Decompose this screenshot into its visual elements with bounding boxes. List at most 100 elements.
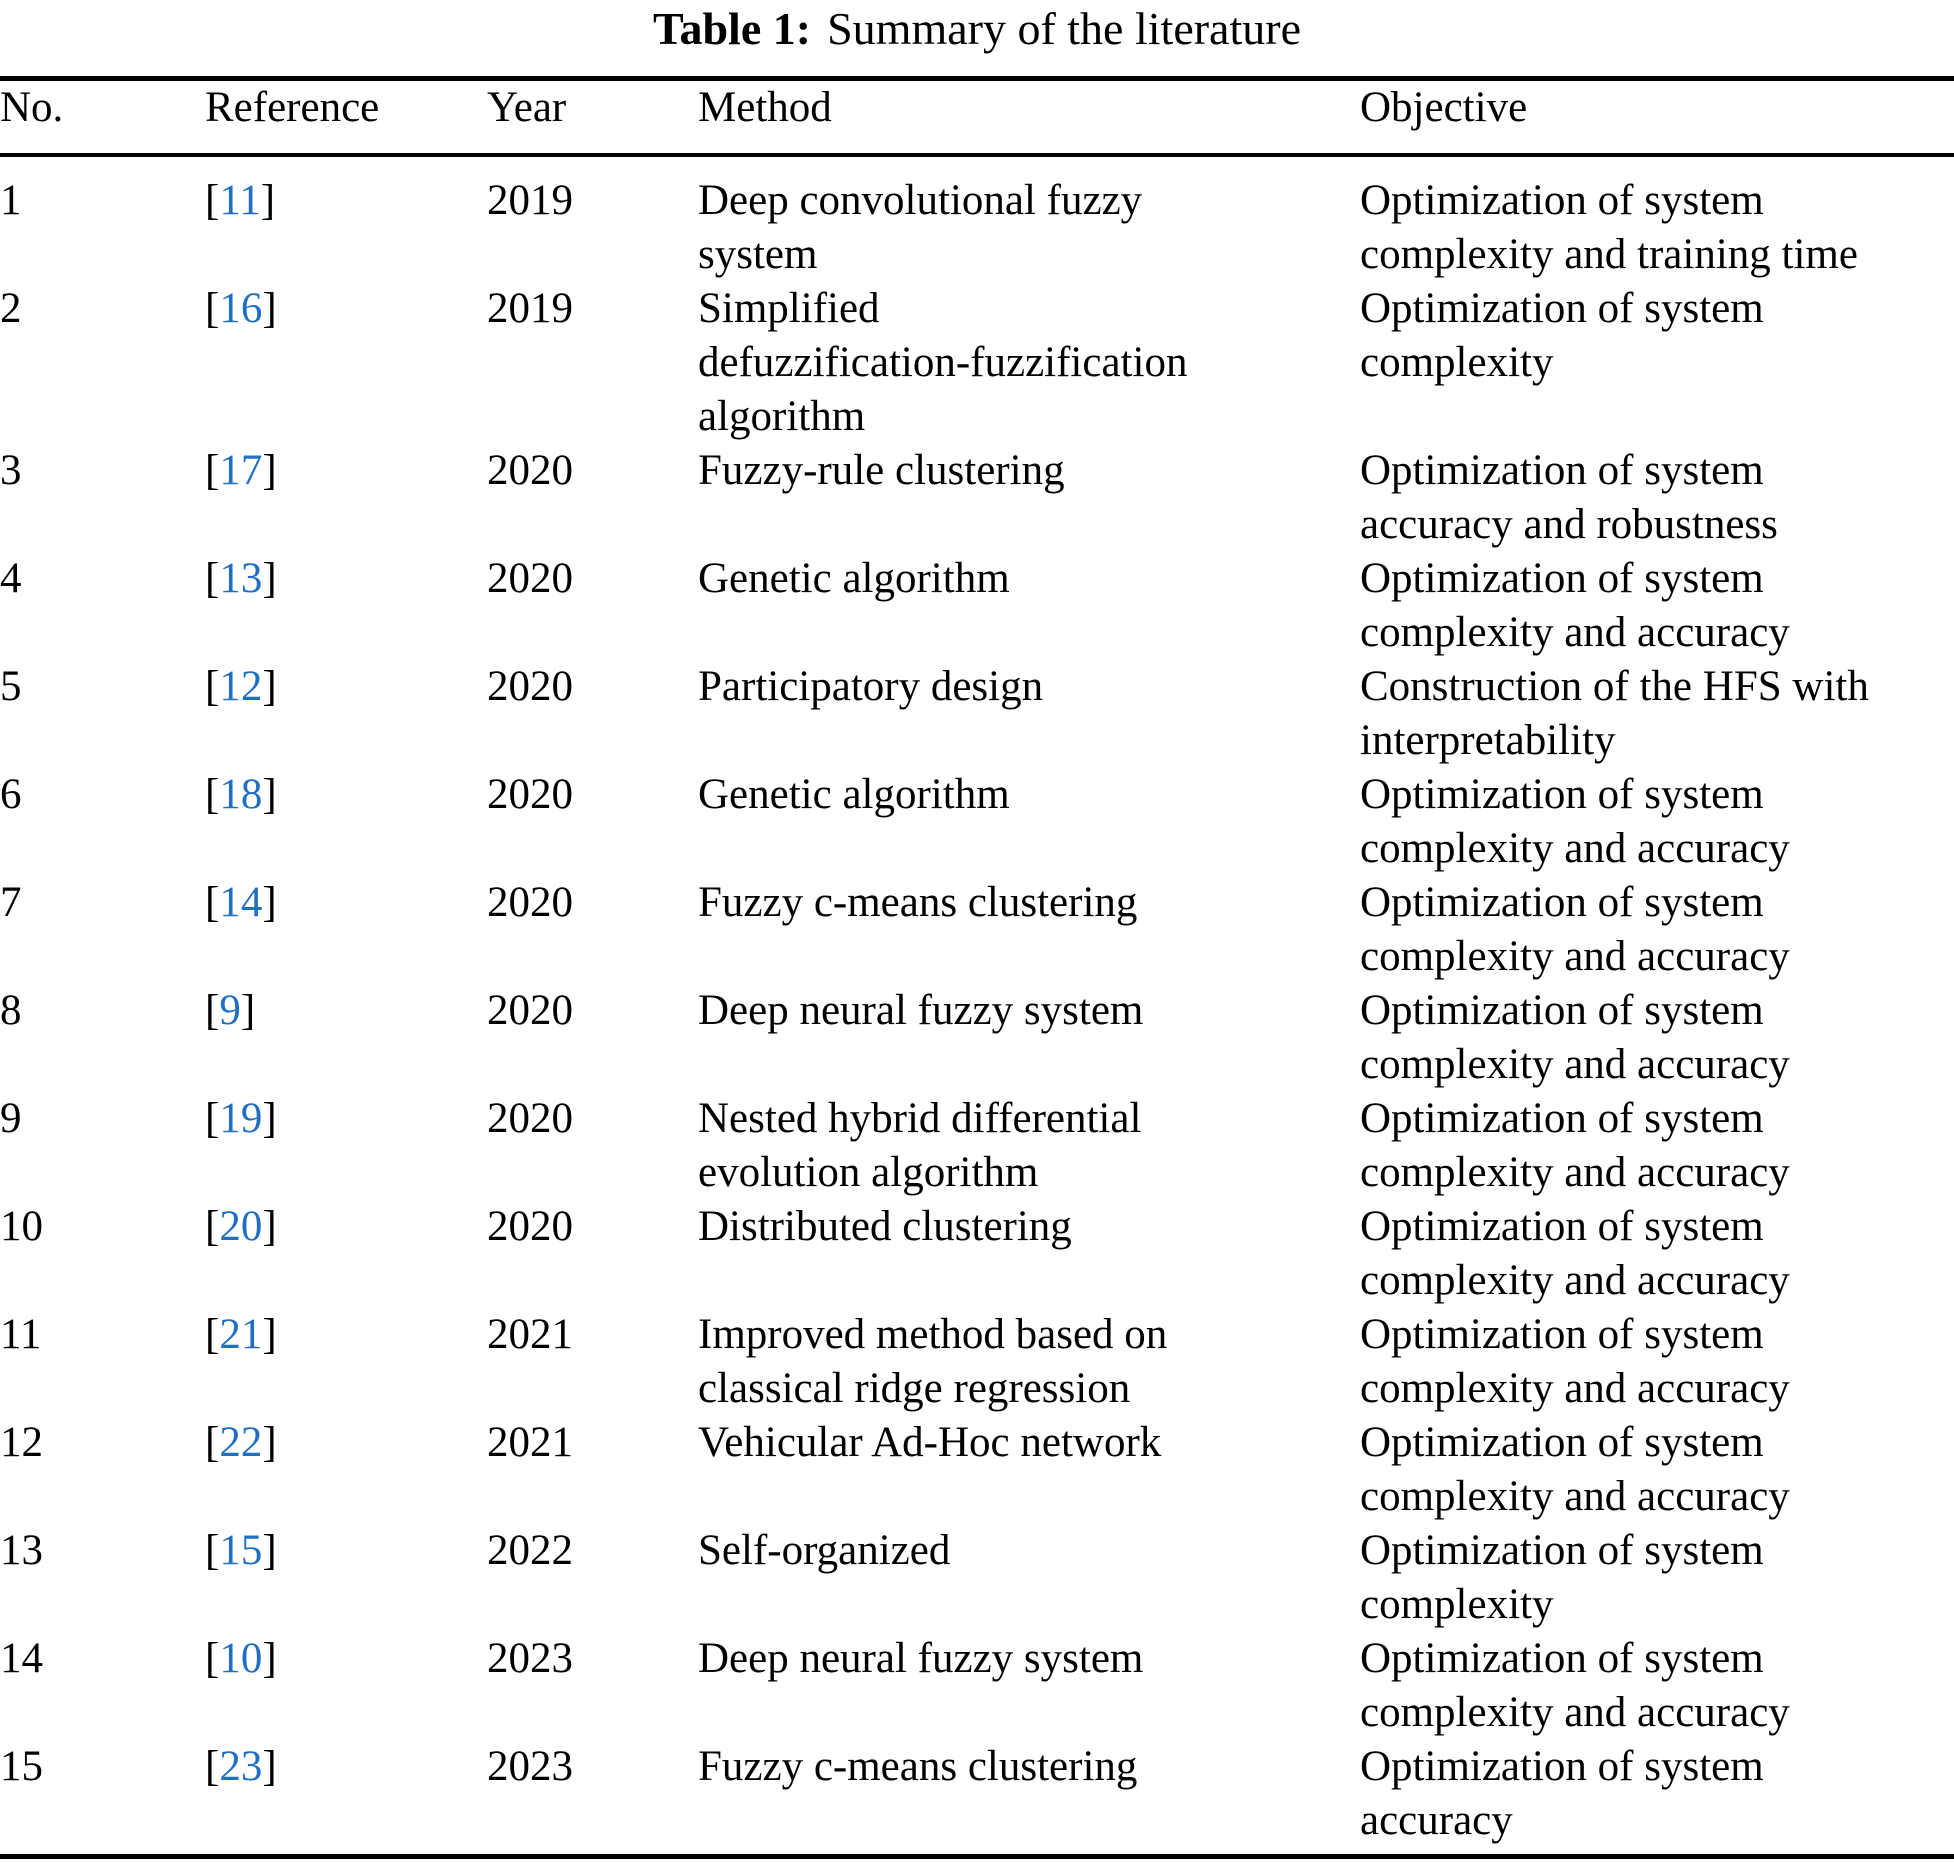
cell-no: 9 [0, 1095, 22, 1142]
bracket-close: ] [262, 1419, 277, 1466]
bracket-open: [ [205, 1743, 220, 1790]
bracket-close: ] [262, 555, 277, 602]
cell-year: 2020 [487, 663, 573, 710]
bracket-open: [ [205, 987, 220, 1034]
cell-reference: [12] [205, 660, 487, 768]
cell-method: Deep neural fuzzy system [698, 987, 1144, 1034]
header-year: Year [487, 84, 567, 131]
cell-method: Fuzzy c-means clustering [698, 1743, 1138, 1790]
header-method: Method [698, 84, 832, 131]
reference-link[interactable]: 18 [219, 771, 263, 818]
cell-reference: [23] [205, 1740, 487, 1857]
cell-no: 1 [0, 177, 22, 224]
cell-no: 6 [0, 771, 22, 818]
bracket-close: ] [260, 177, 276, 224]
bracket-close: ] [262, 447, 277, 494]
reference-link[interactable]: 20 [219, 1203, 263, 1250]
table-row: 2 [16] 2019 Simplified defuzzification-f… [0, 282, 1954, 444]
reference-link[interactable]: 17 [219, 447, 263, 494]
reference-link[interactable]: 19 [219, 1095, 263, 1142]
cell-year: 2020 [487, 1203, 573, 1250]
bracket-open: [ [205, 1095, 220, 1142]
cell-no: 8 [0, 987, 22, 1034]
reference-link[interactable]: 22 [219, 1419, 263, 1466]
reference-link[interactable]: 21 [219, 1311, 263, 1358]
bracket-open: [ [205, 447, 220, 494]
cell-no: 14 [0, 1635, 43, 1682]
table-row: 6 [18] 2020 Genetic algorithm Optimizati… [0, 768, 1954, 876]
cell-objective: Construction of the HFS with interpretab… [1360, 663, 1869, 764]
reference-link[interactable]: 13 [219, 555, 263, 602]
cell-no: 2 [0, 285, 22, 332]
cell-objective: Optimization of system complexity [1360, 1527, 1764, 1628]
table-body: 1 [11] 20 19 Deep convolutional fuzzy sys… [0, 155, 1954, 1857]
cell-reference: [14] [205, 876, 487, 984]
cell-no: 13 [0, 1527, 43, 1574]
table-row: 11 [21] 2021 Improved method based on cl… [0, 1308, 1954, 1416]
cell-method: Fuzzy c-means clustering [698, 879, 1138, 926]
cell-no: 4 [0, 555, 22, 602]
table-row: 14 [10] 2023 Deep neural fuzzy system Op… [0, 1632, 1954, 1740]
cell-year: 2020 [487, 555, 573, 602]
reference-link[interactable]: 11 [219, 177, 261, 224]
reference-link[interactable]: 15 [219, 1527, 263, 1574]
cell-objective: Optimization of system complexity and ac… [1360, 1203, 1790, 1304]
cell-reference: [22] [205, 1416, 487, 1524]
cell-objective: Optimization of system complexity and ac… [1360, 1419, 1790, 1520]
cell-objective: Optimization of system accuracy and robu… [1360, 447, 1778, 548]
cell-method: Nested hybrid differential evolution alg… [698, 1095, 1142, 1196]
reference-link[interactable]: 10 [219, 1635, 263, 1682]
cell-year: 2021 [487, 1311, 573, 1358]
reference-link[interactable]: 9 [219, 987, 241, 1034]
table-caption-label: Table 1: [653, 3, 812, 54]
cell-method: Self-organized [698, 1527, 951, 1574]
cell-reference: [18] [205, 768, 487, 876]
table-row: 10 [20] 2020 Distributed clustering Opti… [0, 1200, 1954, 1308]
cell-reference: [10] [205, 1632, 487, 1740]
cell-year: 2022 [487, 1527, 573, 1574]
bracket-close: ] [262, 1095, 277, 1142]
cell-no: 10 [0, 1203, 43, 1250]
bracket-open: [ [205, 1635, 220, 1682]
cell-method: Fuzzy-rule clustering [698, 447, 1065, 494]
bracket-close: ] [262, 1527, 277, 1574]
cell-no: 12 [0, 1419, 43, 1466]
cell-objective: Optimization of system complexity and ac… [1360, 1635, 1790, 1736]
cell-reference: [17] [205, 444, 487, 552]
cell-year: 2021 [487, 1419, 573, 1466]
cell-year: 2020 [487, 1095, 573, 1142]
table-row: 15 [23] 2023 Fuzzy c-means clustering Op… [0, 1740, 1954, 1857]
cell-no: 5 [0, 663, 22, 710]
reference-link[interactable]: 12 [219, 663, 263, 710]
cell-method: Distributed clustering [698, 1203, 1072, 1250]
table-row: 13 [15] 2022 Self-organized Optimization… [0, 1524, 1954, 1632]
cell-reference: [9] [205, 984, 487, 1092]
cell-year: 2020 [487, 879, 573, 926]
cell-reference: [15] [205, 1524, 487, 1632]
cell-year: 2020 [487, 771, 573, 818]
cell-no: 3 [0, 447, 22, 494]
bracket-open: [ [205, 177, 220, 224]
table-header: No. Reference Year Method Objective [0, 79, 1954, 155]
header-no: No. [0, 84, 64, 131]
reference-link[interactable]: 23 [219, 1743, 263, 1790]
bracket-open: [ [205, 1527, 220, 1574]
cell-method: Deep convolutional fuzzy system [698, 177, 1143, 278]
bracket-close: ] [262, 1635, 277, 1682]
cell-objective: Optimization of system complexity and ac… [1360, 1311, 1790, 1412]
cell-objective: Optimization of system complexity [1360, 285, 1764, 386]
cell-objective: Optimization of system accuracy [1360, 1743, 1764, 1844]
cell-method: Simplified defuzzification-fuzzification… [698, 285, 1188, 440]
table-row: 7 [14] 2020 Fuzzy c-means clustering Opt… [0, 876, 1954, 984]
reference-link[interactable]: 14 [219, 879, 263, 926]
bracket-open: [ [205, 771, 220, 818]
header-row: No. Reference Year Method Objective [0, 79, 1954, 155]
cell-objective: Optimization of system complexity and ac… [1360, 879, 1790, 980]
reference-link[interactable]: 16 [219, 285, 263, 332]
cell-no: 7 [0, 879, 22, 926]
cell-reference: [19] [205, 1092, 487, 1200]
table-row: 4 [13] 2020 Genetic algorithm Optimizati… [0, 552, 1954, 660]
cell-reference: [11] [205, 155, 487, 282]
cell-reference: [21] [205, 1308, 487, 1416]
bracket-open: [ [205, 1419, 220, 1466]
